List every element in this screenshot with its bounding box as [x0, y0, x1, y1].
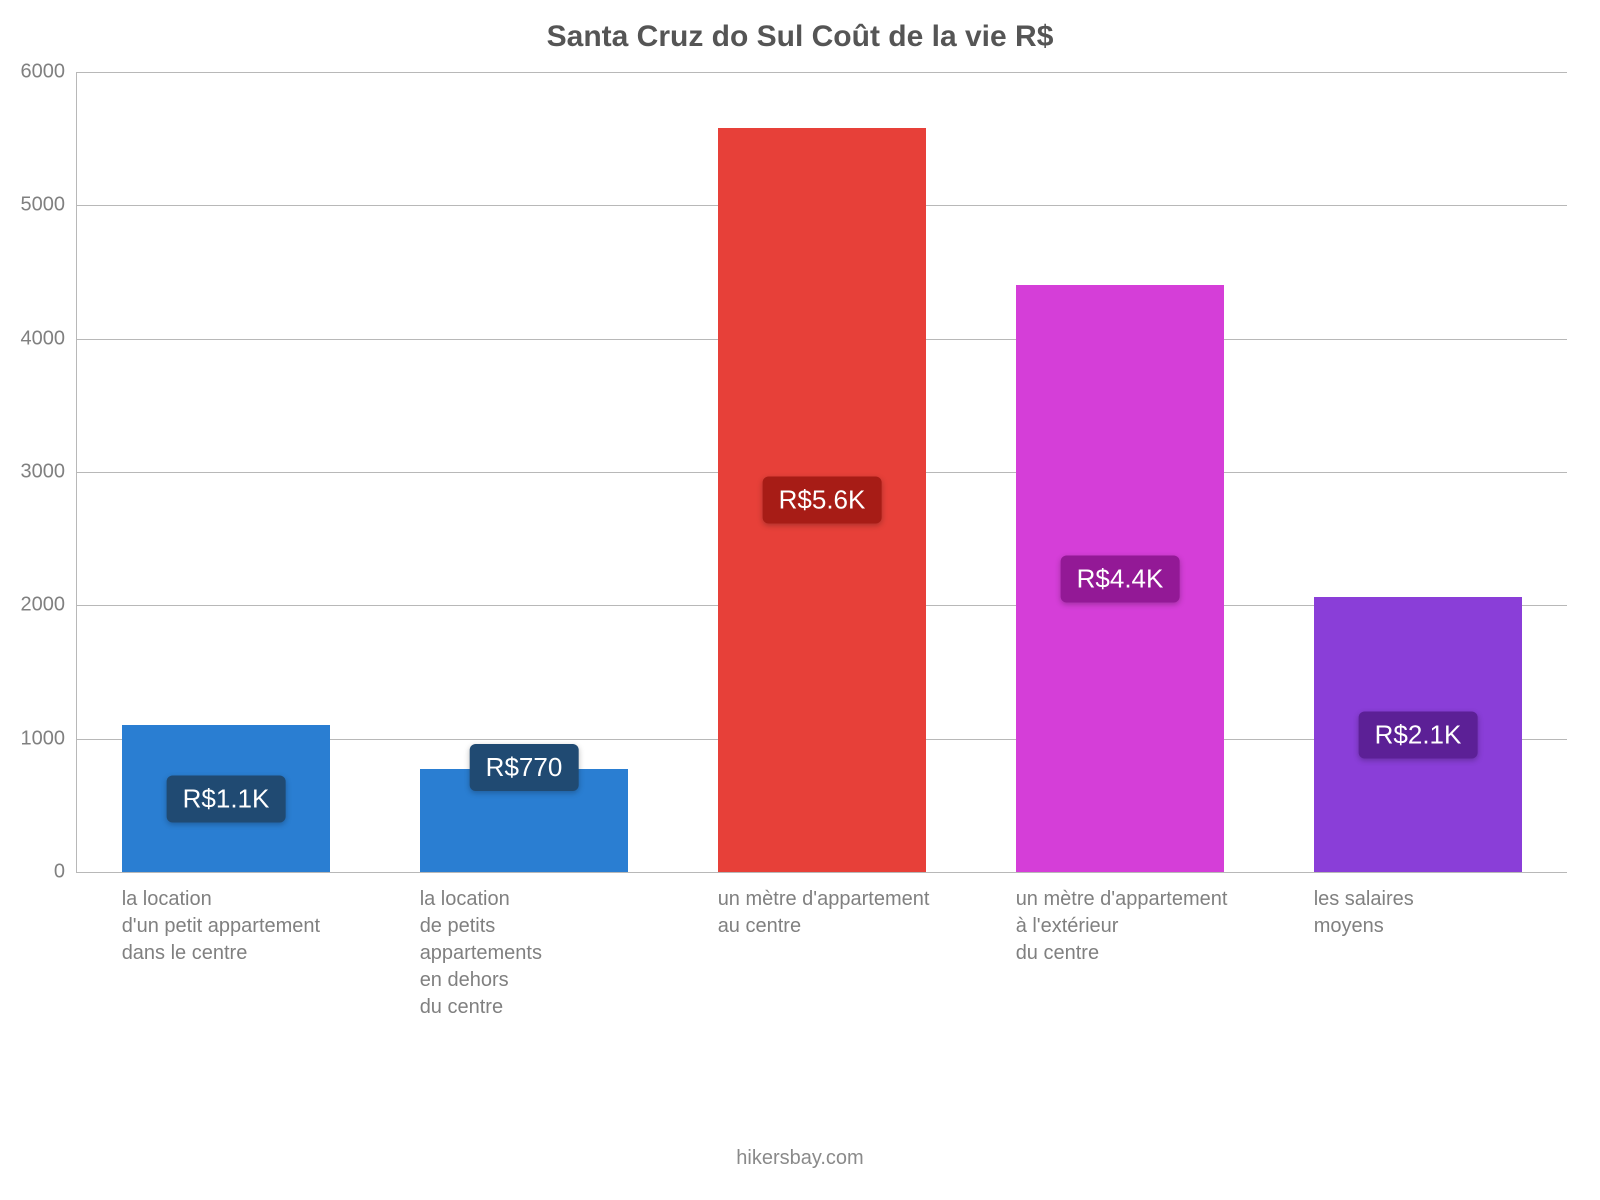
bar: R$1.1K	[122, 725, 331, 872]
x-category-label: la location de petits appartements en de…	[420, 872, 669, 1021]
x-category-label: la location d'un petit appartement dans …	[122, 872, 371, 967]
value-badge: R$770	[470, 744, 579, 791]
y-tick-label: 3000	[21, 461, 78, 484]
cost-of-living-chart: Santa Cruz do Sul Coût de la vie R$ 0100…	[0, 0, 1600, 1200]
plot-area: 0100020003000400050006000R$1.1Kla locati…	[76, 72, 1567, 873]
y-tick-label: 6000	[21, 61, 78, 84]
bar: R$4.4K	[1016, 285, 1225, 872]
y-tick-label: 1000	[21, 727, 78, 750]
x-category-label: un mètre d'appartement à l'extérieur du …	[1016, 872, 1265, 967]
value-badge: R$2.1K	[1359, 711, 1478, 758]
y-tick-label: 4000	[21, 327, 78, 350]
x-category-label: un mètre d'appartement au centre	[718, 872, 967, 940]
gridline	[77, 72, 1567, 73]
x-category-label: les salaires moyens	[1314, 872, 1563, 940]
y-tick-label: 0	[54, 861, 77, 884]
bar: R$2.1K	[1314, 597, 1523, 872]
y-tick-label: 5000	[21, 194, 78, 217]
chart-title: Santa Cruz do Sul Coût de la vie R$	[0, 20, 1600, 54]
value-badge: R$1.1K	[167, 775, 286, 822]
bar: R$5.6K	[718, 128, 927, 872]
y-tick-label: 2000	[21, 594, 78, 617]
value-badge: R$5.6K	[763, 477, 882, 524]
source-attribution: hikersbay.com	[0, 1147, 1600, 1170]
bar: R$770	[420, 769, 629, 872]
value-badge: R$4.4K	[1061, 555, 1180, 602]
